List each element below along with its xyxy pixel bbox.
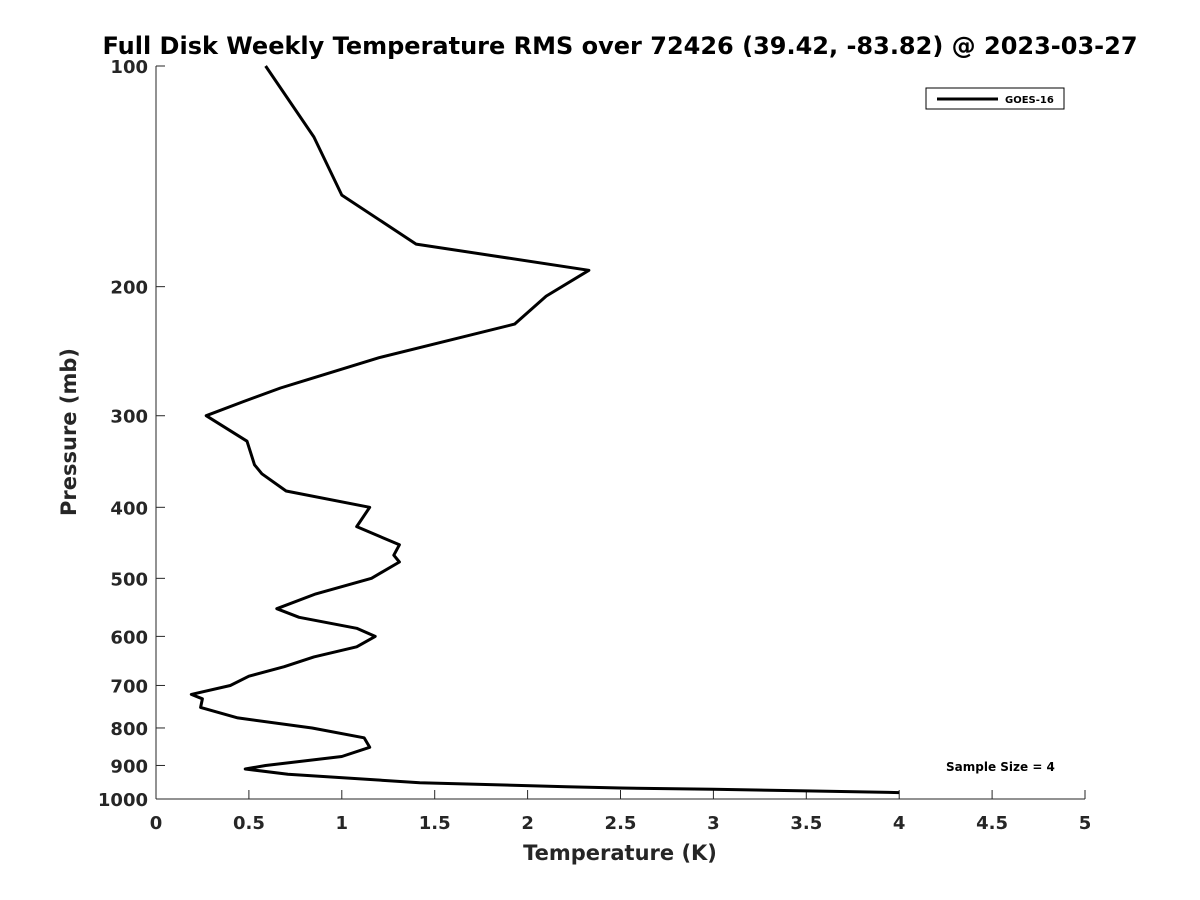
y-axis-label: Pressure (mb) [57,348,81,516]
y-tick-label: 300 [110,407,148,428]
sample-size-annotation: Sample Size = 4 [946,760,1055,774]
x-tick-label: 4 [893,813,906,834]
x-tick-label: 0.5 [233,813,265,834]
x-tick-label: 4.5 [976,813,1008,834]
x-tick-label: 0 [150,813,163,834]
y-tick-label: 600 [110,627,148,648]
series-line-goes-16 [189,65,900,795]
y-tick-label: 700 [110,676,148,697]
x-axis-ticks: 0 0.5 1 1.5 2 2.5 3 3.5 4 4.5 5 [150,790,1092,834]
chart-title: Full Disk Weekly Temperature RMS over 72… [102,32,1137,60]
x-tick-label: 1.5 [419,813,451,834]
y-tick-label: 100 [110,57,148,78]
x-tick-label: 1 [336,813,349,834]
x-tick-label: 5 [1079,813,1092,834]
y-axis-ticks: 100 200 300 400 500 600 700 800 900 1000 [98,57,165,811]
y-tick-label: 800 [110,719,148,740]
y-tick-label: 1000 [98,790,148,811]
legend-label-goes-16: GOES-16 [1005,95,1054,106]
legend: GOES-16 [925,87,1065,110]
x-axis-label: Temperature (K) [523,841,717,865]
y-tick-label: 200 [110,278,148,299]
y-tick-label: 900 [110,756,148,777]
x-tick-label: 2.5 [605,813,637,834]
plot-area [156,66,1085,799]
x-tick-label: 3.5 [790,813,822,834]
y-tick-label: 400 [110,498,148,519]
y-tick-label: 500 [110,569,148,590]
x-tick-label: 2 [521,813,534,834]
x-tick-label: 3 [707,813,720,834]
